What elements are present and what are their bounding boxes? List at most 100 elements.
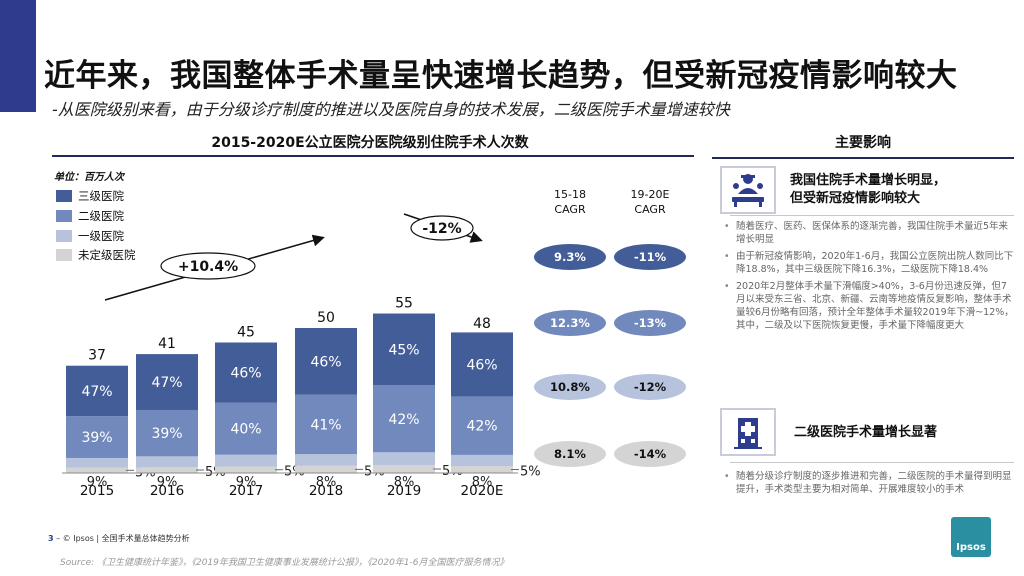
- impact-block-1-bullets: 随着医疗、医药、医保体系的逐渐完善，我国住院手术量近5年来增长明显 由于新冠疫情…: [724, 220, 1014, 336]
- cagr-pill: [614, 310, 686, 336]
- cagr-pill: [614, 244, 686, 270]
- bar-total-label: 48: [473, 316, 491, 332]
- bar-segment: [373, 313, 435, 386]
- cagr-header-line2: CAGR: [554, 203, 586, 216]
- hospital-icon: [734, 418, 762, 449]
- ipsos-logo: Ipsos: [951, 517, 991, 557]
- legend-label: 一级医院: [78, 229, 124, 243]
- bar-segment-label: 41%: [310, 417, 341, 433]
- legend-label: 二级医院: [78, 209, 124, 223]
- cagr-value: -11%: [634, 250, 667, 264]
- page-separator: –: [56, 534, 61, 543]
- cagr-header-line2: CAGR: [634, 203, 666, 216]
- impact-block-1-divider: [730, 215, 1014, 216]
- decline-label: -12%: [422, 221, 461, 237]
- bar-segment: [215, 466, 277, 473]
- bar-segment-label: 47%: [81, 384, 112, 400]
- bar-segment: [373, 452, 435, 466]
- x-tick-label: 2017: [229, 483, 263, 499]
- bar-segment: [136, 456, 198, 468]
- x-tick-label: 2020E: [461, 483, 504, 499]
- stacked-bar-chart: 三级医院二级医院一级医院未定级医院5%9%39%47%3720155%9%39%…: [56, 188, 686, 499]
- bar-segment: [136, 467, 198, 473]
- cagr-value: -12%: [634, 380, 667, 394]
- impact-block-2-title: 二级医院手术量增长显著: [794, 425, 938, 440]
- bar-segment-label: 47%: [151, 375, 182, 391]
- footer-text: © Ipsos | 全国手术量总体趋势分析: [62, 534, 190, 543]
- growth-label: +10.4%: [178, 259, 238, 275]
- cagr-pill: [614, 441, 686, 467]
- bar-segment: [295, 454, 357, 466]
- legend-swatch: [56, 230, 72, 242]
- bar-segment: [215, 454, 277, 467]
- bar-total-label: 41: [158, 336, 176, 352]
- impact-icon-box-2: [720, 408, 776, 456]
- footer-page-info: 3 – © Ipsos | 全国手术量总体趋势分析: [48, 533, 190, 544]
- bar-segment: [66, 416, 128, 458]
- impact-section-title: 主要影响: [835, 135, 891, 151]
- page-title: 近年来，我国整体手术量呈快速增长趋势，但受新冠疫情影响较大: [44, 58, 958, 94]
- bar-segment-label: 46%: [466, 357, 497, 373]
- bar-segment: [66, 365, 128, 417]
- logo-text: Ipsos: [956, 542, 986, 553]
- x-tick-label: 2016: [150, 483, 184, 499]
- cagr-value: 8.1%: [554, 447, 586, 461]
- bar-segment-label: 5%: [520, 465, 541, 480]
- decline-bubble: [410, 215, 474, 241]
- source-note: Source: 《卫生健康统计年鉴》，《2019年我国卫生健康事业发展统计公报》…: [60, 558, 509, 568]
- bar-total-label: 55: [395, 296, 413, 312]
- bar-segment: [215, 402, 277, 455]
- bar-segment: [451, 332, 513, 397]
- impact-title-divider: [712, 157, 1014, 159]
- bar-segment: [136, 409, 198, 457]
- bar-segment-label: 8%: [316, 475, 337, 490]
- list-item: 2020年2月整体手术量下滑幅度>40%，3-6月份迅速反弹，但7月以来受东三省…: [724, 280, 1014, 332]
- cagr-pill: [534, 244, 606, 270]
- bar-segment-label: 9%: [236, 475, 257, 490]
- cagr-value: -13%: [634, 316, 667, 330]
- bar-segment: [66, 457, 128, 468]
- chart-title-divider: [52, 155, 694, 157]
- impact-icon-box-1: [720, 166, 776, 214]
- bar-segment-label: 8%: [472, 475, 493, 490]
- cagr-pill: [534, 441, 606, 467]
- impact-block-1-title: 我国住院手术量增长明显， 但受新冠疫情影响较大: [790, 172, 946, 208]
- bar-segment: [451, 396, 513, 455]
- bar-segment: [295, 394, 357, 455]
- cagr-value: 9.3%: [554, 250, 586, 264]
- surgery-team-icon: [732, 174, 764, 207]
- legend-swatch: [56, 249, 72, 261]
- x-tick-label: 2019: [387, 483, 421, 499]
- cagr-pill: [614, 374, 686, 400]
- page-number: 3: [48, 534, 54, 543]
- chart-title: 2015-2020E公立医院分医院级别住院手术人次数: [211, 135, 529, 151]
- bar-segment: [295, 328, 357, 395]
- bar-segment: [66, 467, 128, 473]
- impact-block-2-divider: [730, 462, 1014, 463]
- growth-bubble: [160, 252, 256, 280]
- bar-segment: [373, 465, 435, 473]
- legend-swatch: [56, 210, 72, 222]
- bar-segment: [295, 465, 357, 473]
- bar-segment: [215, 342, 277, 403]
- bar-segment: [451, 466, 513, 473]
- impact-block-1-title-line1: 我国住院手术量增长明显，: [790, 173, 947, 188]
- bar-segment-label: 39%: [151, 426, 182, 442]
- legend-swatch: [56, 190, 72, 202]
- impact-block-2-bullets: 随着分级诊疗制度的逐步推进和完善，二级医院的手术量得到明显提升，手术类型主要为相…: [724, 470, 1014, 500]
- cagr-value: 10.8%: [550, 380, 590, 394]
- bar-segment-label: 40%: [230, 422, 261, 438]
- bar-segment-label: 9%: [157, 475, 178, 490]
- corner-accent-bar: [0, 0, 36, 112]
- bar-segment-label: 9%: [87, 475, 108, 490]
- bar-segment-label: 45%: [388, 342, 419, 358]
- list-item: 由于新冠疫情影响，2020年1-6月，我国公立医院出院人数同比下降18.8%，其…: [724, 250, 1014, 276]
- bar-segment-label: 39%: [81, 430, 112, 446]
- list-item: 随着分级诊疗制度的逐步推进和完善，二级医院的手术量得到明显提升，手术类型主要为相…: [724, 470, 1014, 496]
- list-item: 随着医疗、医药、医保体系的逐渐完善，我国住院手术量近5年来增长明显: [724, 220, 1014, 246]
- legend-label: 三级医院: [78, 189, 124, 203]
- bar-segment: [373, 385, 435, 453]
- x-tick-label: 2015: [80, 483, 114, 499]
- x-tick-label: 2018: [309, 483, 343, 499]
- chart-unit-label: 单位：百万人次: [54, 172, 124, 183]
